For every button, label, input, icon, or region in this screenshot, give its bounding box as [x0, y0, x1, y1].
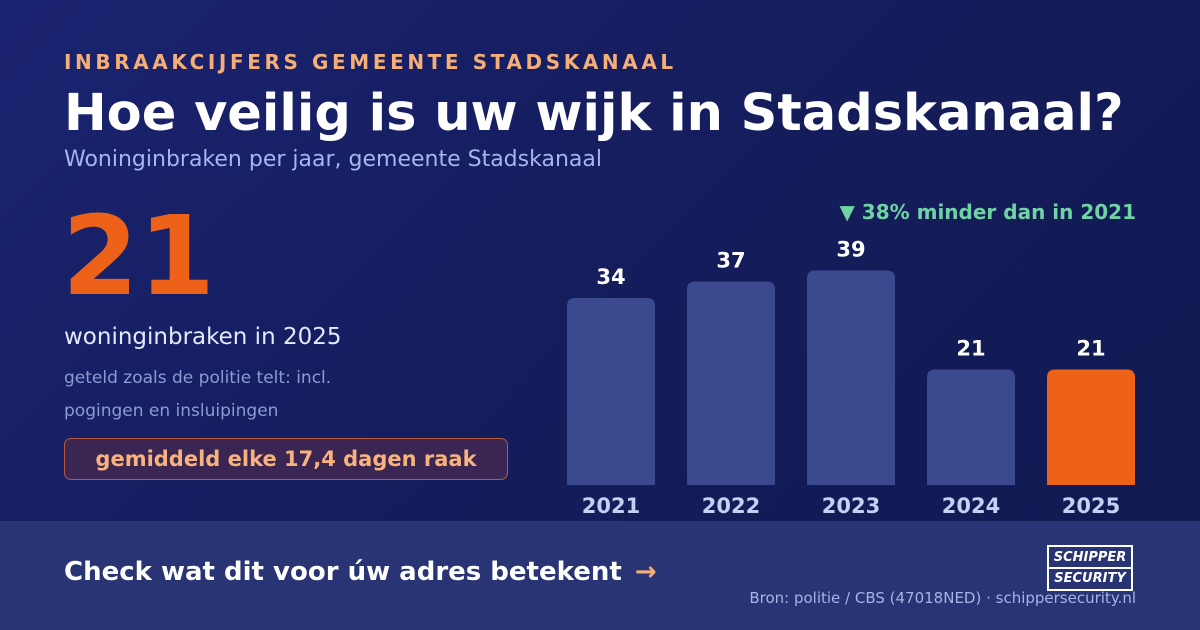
source-attribution: Bron: politie / CBS (47018NED) · schippe…: [749, 589, 1136, 607]
cta-label: Check wat dit voor úw adres betekent: [64, 557, 622, 587]
value-label-2024: 21: [956, 337, 985, 361]
headline-stat-caption: woninginbraken in 2025: [64, 324, 342, 350]
x-tick-label-2024: 2024: [942, 494, 1000, 518]
page-subtitle: Woninginbraken per jaar, gemeente Stadsk…: [64, 147, 602, 172]
logo-divider: [1049, 567, 1131, 569]
bar-2023: [807, 270, 895, 485]
frequency-badge: gemiddeld elke 17,4 dagen raak: [64, 438, 508, 480]
bar-2021: [567, 298, 655, 485]
arrow-right-icon: →: [634, 557, 657, 587]
value-label-2023: 39: [836, 238, 865, 262]
value-label-2021: 34: [596, 265, 625, 289]
value-label-2022: 37: [716, 249, 745, 273]
counting-note: geteld zoals de politie telt: incl. pogi…: [64, 368, 332, 421]
cta-link[interactable]: Check wat dit voor úw adres betekent →: [64, 557, 657, 587]
company-logo: SCHIPPER SECURITY: [1047, 545, 1133, 591]
bar-2025: [1047, 369, 1135, 485]
x-tick-label-2022: 2022: [702, 494, 760, 518]
page-title: Hoe veilig is uw wijk in Stadskanaal?: [64, 84, 1124, 143]
x-tick-label-2021: 2021: [582, 494, 640, 518]
logo-line-1: SCHIPPER: [1053, 550, 1127, 565]
headline-stat-value: 21: [62, 192, 216, 320]
x-tick-label-2025: 2025: [1062, 494, 1120, 518]
footer-bar: Check wat dit voor úw adres betekent → S…: [0, 521, 1200, 630]
x-tick-label-2023: 2023: [822, 494, 880, 518]
bar-2022: [687, 281, 775, 485]
eyebrow-label: INBRAAKCIJFERS GEMEENTE STADSKANAAL: [64, 50, 677, 74]
change-indicator: ▼ 38% minder dan in 2021: [839, 200, 1136, 224]
logo-line-2: SECURITY: [1054, 571, 1126, 586]
bar-2024: [927, 369, 1015, 485]
value-label-2025: 21: [1076, 337, 1105, 361]
